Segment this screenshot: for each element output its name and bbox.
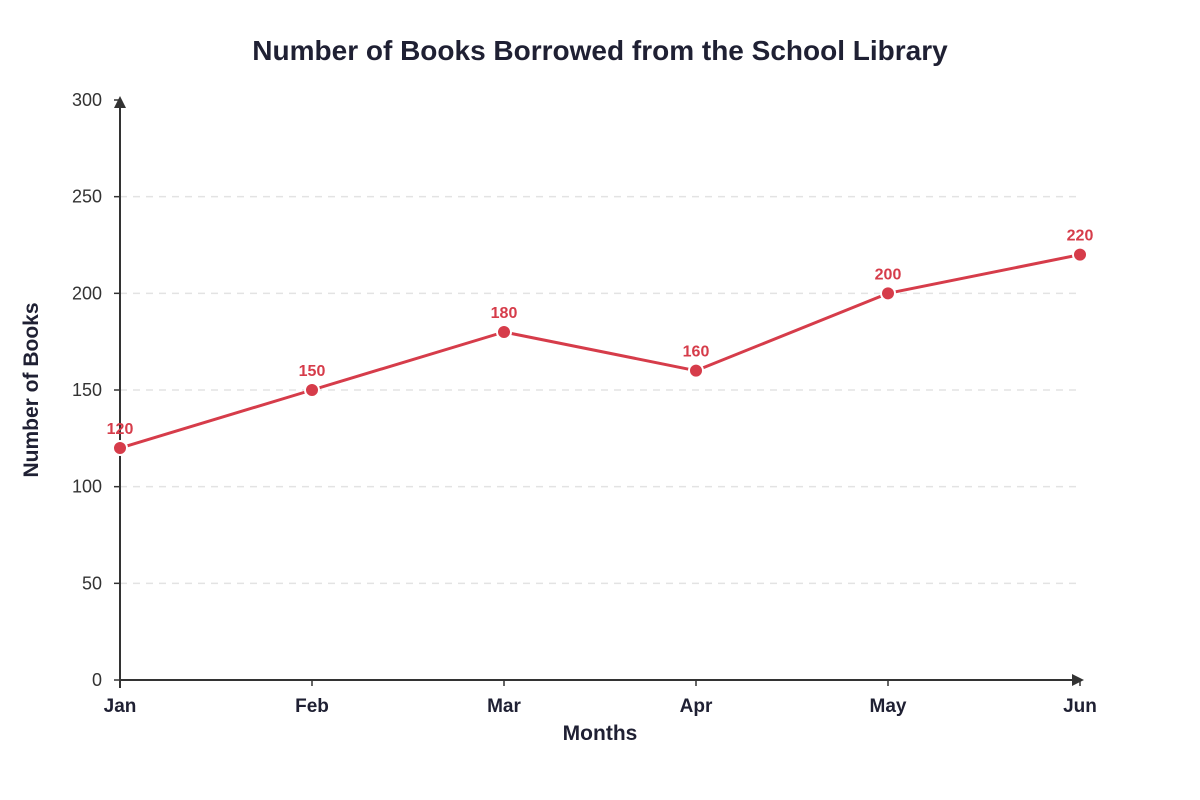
series-line	[119, 253, 1081, 450]
data-point[interactable]	[112, 440, 128, 456]
data-labels: 120 150 180 160 200 220	[107, 228, 1094, 438]
data-label: 200	[875, 266, 902, 283]
data-label: 150	[299, 363, 326, 380]
x-axis-label: Months	[563, 722, 638, 745]
x-tick-label: Feb	[295, 696, 329, 717]
data-label: 160	[683, 344, 710, 361]
data-point[interactable]	[880, 285, 896, 302]
y-tick-label: 200	[72, 283, 102, 303]
y-tick-label: 150	[72, 380, 102, 400]
x-tick-label: Mar	[487, 696, 521, 717]
y-tick-label: 0	[92, 670, 102, 690]
data-point[interactable]	[1072, 246, 1088, 263]
x-tick-label: Jun	[1063, 696, 1097, 717]
x-tick-label: Jan	[104, 696, 137, 717]
axes	[114, 96, 1084, 688]
y-tick-label: 300	[72, 90, 102, 110]
data-point[interactable]	[496, 324, 512, 340]
series	[112, 246, 1088, 456]
y-axis-label: Number of Books	[20, 302, 43, 477]
y-axis-arrow	[114, 96, 126, 108]
data-point[interactable]	[688, 362, 704, 379]
x-tick-label: Apr	[680, 696, 713, 717]
data-label: 180	[491, 305, 518, 322]
y-tick-label: 50	[82, 573, 102, 593]
data-label: 220	[1067, 228, 1094, 245]
y-tick-label: 250	[72, 187, 102, 207]
y-tick-labels: 0 50 100 150 200 250 300	[72, 90, 102, 690]
y-tick-label: 100	[72, 477, 102, 497]
x-tick-label: May	[870, 696, 907, 717]
data-label: 120	[107, 421, 134, 438]
chart-title: Number of Books Borrowed from the School…	[252, 35, 948, 66]
x-axis-arrow	[1072, 674, 1084, 686]
grid-lines	[120, 195, 1080, 585]
x-tick-labels: Jan Feb Mar Apr May Jun	[104, 696, 1097, 717]
data-point[interactable]	[304, 382, 320, 398]
